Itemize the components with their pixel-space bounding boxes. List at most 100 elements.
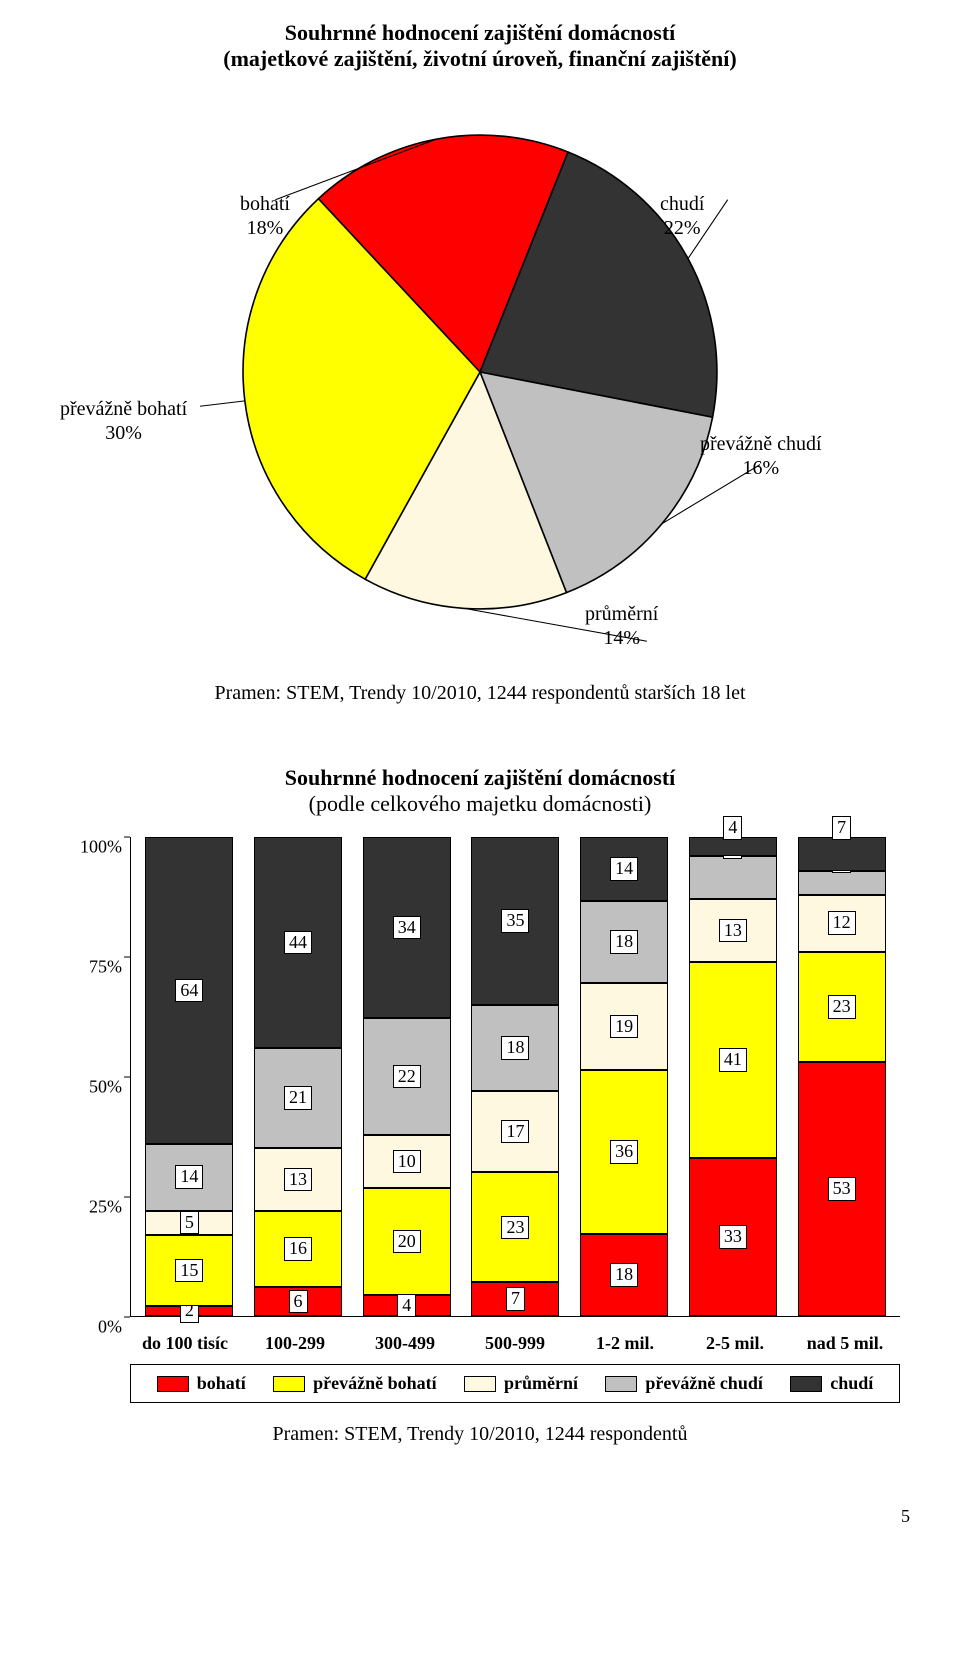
bar-segment-chudi: 44 xyxy=(254,837,342,1048)
bar-value-label: 14 xyxy=(610,857,638,881)
bar-column: 4 20 10 22 34 xyxy=(363,837,451,1316)
bar-column: 53231257 xyxy=(798,837,886,1316)
pie-leader-prevazne_bohati xyxy=(200,401,245,421)
y-tick-label: 100% xyxy=(80,837,122,858)
bar-segment-prevazne_bohati: 16 xyxy=(254,1211,342,1288)
bar-plot: 2155146461613214442010223472317183518361… xyxy=(130,837,900,1317)
bar-segment-prevazne_bohati: 23 xyxy=(798,952,886,1062)
bar-source: Pramen: STEM, Trendy 10/2010, 1244 respo… xyxy=(40,1423,920,1446)
bar-value-label: 44 xyxy=(284,931,312,955)
legend-item-prevazne_chudi: převážně chudí xyxy=(605,1373,763,1394)
bar-segment-prumerni: 19 xyxy=(580,983,668,1070)
bar-value-label: 23 xyxy=(501,1216,529,1240)
x-axis-label: nad 5 mil. xyxy=(790,1327,900,1354)
legend-swatch xyxy=(605,1376,637,1392)
bar-value-label: 22 xyxy=(393,1065,421,1089)
bar-segment-prumerni: 13 xyxy=(689,899,777,961)
pie-title-main: Souhrnné hodnocení zajištění domácností xyxy=(40,20,920,46)
bar-segment-prevazne_chudi: 5 xyxy=(798,871,886,895)
bar-value-label: 13 xyxy=(719,919,747,943)
bar-segment-chudi: 35 xyxy=(471,837,559,1005)
bar-value-label: 33 xyxy=(719,1225,747,1249)
bar-segment-prevazne_bohati: 20 xyxy=(363,1188,451,1294)
bar-column: 7 23 17 18 35 xyxy=(471,837,559,1316)
bar-value-label: 18 xyxy=(610,930,638,954)
pie-label-prumerni: průměrní 14% xyxy=(585,602,658,650)
bar-value-label: 36 xyxy=(610,1140,638,1164)
bar-value-label: 64 xyxy=(175,979,203,1003)
bar-segment-chudi: 14 xyxy=(580,837,668,901)
x-axis-label: 1-2 mil. xyxy=(570,1327,680,1354)
bar-segment-bohati: 53 xyxy=(798,1062,886,1316)
bar-column: 18 36 19 18 14 xyxy=(580,837,668,1316)
bar-segment-prevazne_chudi: 9 xyxy=(689,856,777,899)
bar-title-sub: (podle celkového majetku domácnosti) xyxy=(40,791,920,817)
legend-item-prevazne_bohati: převážně bohatí xyxy=(273,1373,437,1394)
pie-source: Pramen: STEM, Trendy 10/2010, 1244 respo… xyxy=(40,682,920,705)
bar-title-main: Souhrnné hodnocení zajištění domácností xyxy=(40,765,920,791)
x-axis-label: 300-499 xyxy=(350,1327,460,1354)
pie-label-bohati: bohatí 18% xyxy=(240,192,290,240)
bar-value-label: 12 xyxy=(828,911,856,935)
bar-segment-prumerni: 10 xyxy=(363,1135,451,1188)
bar-value-label: 4 xyxy=(397,1294,416,1318)
bar-segment-prumerni: 12 xyxy=(798,895,886,952)
bar-value-label: 13 xyxy=(284,1168,312,1192)
bar-segment-prumerni: 17 xyxy=(471,1091,559,1172)
y-tick-label: 0% xyxy=(98,1317,122,1338)
bar-value-label: 7 xyxy=(506,1287,525,1311)
pie-label-chudi: chudí 22% xyxy=(660,192,704,240)
bar-column: 33411394 xyxy=(689,837,777,1316)
bar-value-label: 18 xyxy=(501,1036,529,1060)
bar-title-block: Souhrnné hodnocení zajištění domácností … xyxy=(40,765,920,817)
bar-segment-prevazne_chudi: 18 xyxy=(471,1005,559,1091)
bar-segment-chudi: 64 xyxy=(145,837,233,1144)
legend-label: chudí xyxy=(830,1373,873,1394)
pie-svg xyxy=(200,92,760,652)
page-number: 5 xyxy=(40,1506,920,1527)
x-axis-label: 100-299 xyxy=(240,1327,350,1354)
legend-label: převážně bohatí xyxy=(313,1373,437,1394)
bar-segment-prevazne_bohati: 36 xyxy=(580,1070,668,1234)
bar-value-label: 15 xyxy=(175,1259,203,1283)
y-tick-label: 25% xyxy=(89,1197,122,1218)
bar-segment-prevazne_chudi: 21 xyxy=(254,1048,342,1149)
legend-swatch xyxy=(790,1376,822,1392)
bar-x-axis: do 100 tisíc100-299300-499500-9991-2 mil… xyxy=(130,1327,900,1354)
x-axis-label: 2-5 mil. xyxy=(680,1327,790,1354)
bar-segment-bohati: 7 xyxy=(471,1282,559,1316)
legend-item-chudi: chudí xyxy=(790,1373,873,1394)
bar-segment-prevazne_chudi: 14 xyxy=(145,1144,233,1211)
bar-value-label: 21 xyxy=(284,1086,312,1110)
bar-value-label: 5 xyxy=(180,1211,199,1235)
legend-label: průměrní xyxy=(504,1373,578,1394)
page-root: Souhrnné hodnocení zajištění domácností … xyxy=(0,0,960,1567)
pie-label-prevazne_bohati: převážně bohatí 30% xyxy=(60,397,187,445)
bar-column: 616 13 21 44 xyxy=(254,837,342,1316)
bar-segment-bohati: 4 xyxy=(363,1295,451,1316)
bar-segment-prumerni: 5 xyxy=(145,1211,233,1235)
bar-segment-prevazne_chudi: 22 xyxy=(363,1018,451,1135)
bar-segment-bohati: 18 xyxy=(580,1234,668,1316)
x-axis-label: do 100 tisíc xyxy=(130,1327,240,1354)
bar-segment-prumerni: 13 xyxy=(254,1148,342,1210)
legend-item-bohati: bohatí xyxy=(157,1373,246,1394)
bar-legend: bohatí převážně bohatí průměrní převážně ch… xyxy=(130,1364,900,1403)
legend-swatch xyxy=(273,1376,305,1392)
bar-value-label: 20 xyxy=(393,1230,421,1254)
bar-value-label: 35 xyxy=(501,909,529,933)
bar-segment-prevazne_bohati: 15 xyxy=(145,1235,233,1307)
bar-value-label: 4 xyxy=(723,816,742,840)
bar-value-label: 18 xyxy=(610,1263,638,1287)
pie-title-sub: (majetkové zajištění, životní úroveň, fi… xyxy=(40,46,920,72)
bar-value-label: 6 xyxy=(289,1290,308,1314)
pie-title-block: Souhrnné hodnocení zajištění domácností … xyxy=(40,20,920,72)
y-tick-label: 75% xyxy=(89,957,122,978)
bar-value-label: 10 xyxy=(393,1150,421,1174)
legend-label: převážně chudí xyxy=(645,1373,763,1394)
bar-segment-chudi: 34 xyxy=(363,837,451,1018)
bar-segment-prevazne_bohati: 41 xyxy=(689,962,777,1158)
bar-value-label: 19 xyxy=(610,1015,638,1039)
bar-value-label: 14 xyxy=(175,1165,203,1189)
legend-swatch xyxy=(464,1376,496,1392)
